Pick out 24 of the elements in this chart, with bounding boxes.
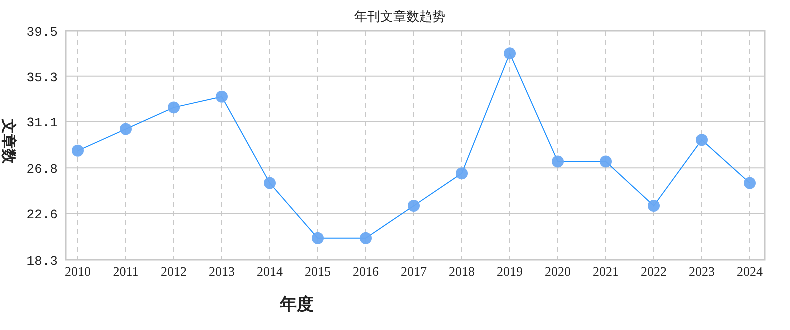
x-tick-label: 2024 bbox=[737, 264, 764, 279]
chart-title: 年刊文章数趋势 bbox=[354, 9, 446, 24]
x-axis-title: 年度 bbox=[279, 295, 314, 314]
x-tick-label: 2021 bbox=[593, 264, 619, 279]
x-tick-label: 2020 bbox=[545, 264, 571, 279]
x-tick-label: 2023 bbox=[689, 264, 715, 279]
x-tick-label: 2019 bbox=[497, 264, 523, 279]
x-tick-label: 2022 bbox=[641, 264, 667, 279]
x-tick-label: 2017 bbox=[401, 264, 428, 279]
x-tick-label: 2014 bbox=[257, 264, 284, 279]
x-tick-label: 2016 bbox=[353, 264, 380, 279]
y-tick-label: 26.8 bbox=[26, 162, 58, 178]
x-tick-label: 2013 bbox=[209, 264, 235, 279]
y-tick-label: 18.3 bbox=[26, 254, 58, 269]
x-tick-label: 2011 bbox=[113, 264, 139, 279]
y-axis-title: 文章数 bbox=[0, 118, 18, 165]
y-tick-label: 22.6 bbox=[26, 208, 58, 223]
x-tick-label: 2012 bbox=[161, 264, 187, 279]
x-tick-label: 2010 bbox=[65, 264, 91, 279]
y-tick-label: 35.3 bbox=[26, 70, 58, 86]
x-tick-label: 2015 bbox=[305, 264, 331, 279]
y-tick-label: 39.5 bbox=[26, 25, 58, 40]
y-tick-label: 31.1 bbox=[26, 116, 58, 131]
x-tick-label: 2018 bbox=[449, 264, 475, 279]
